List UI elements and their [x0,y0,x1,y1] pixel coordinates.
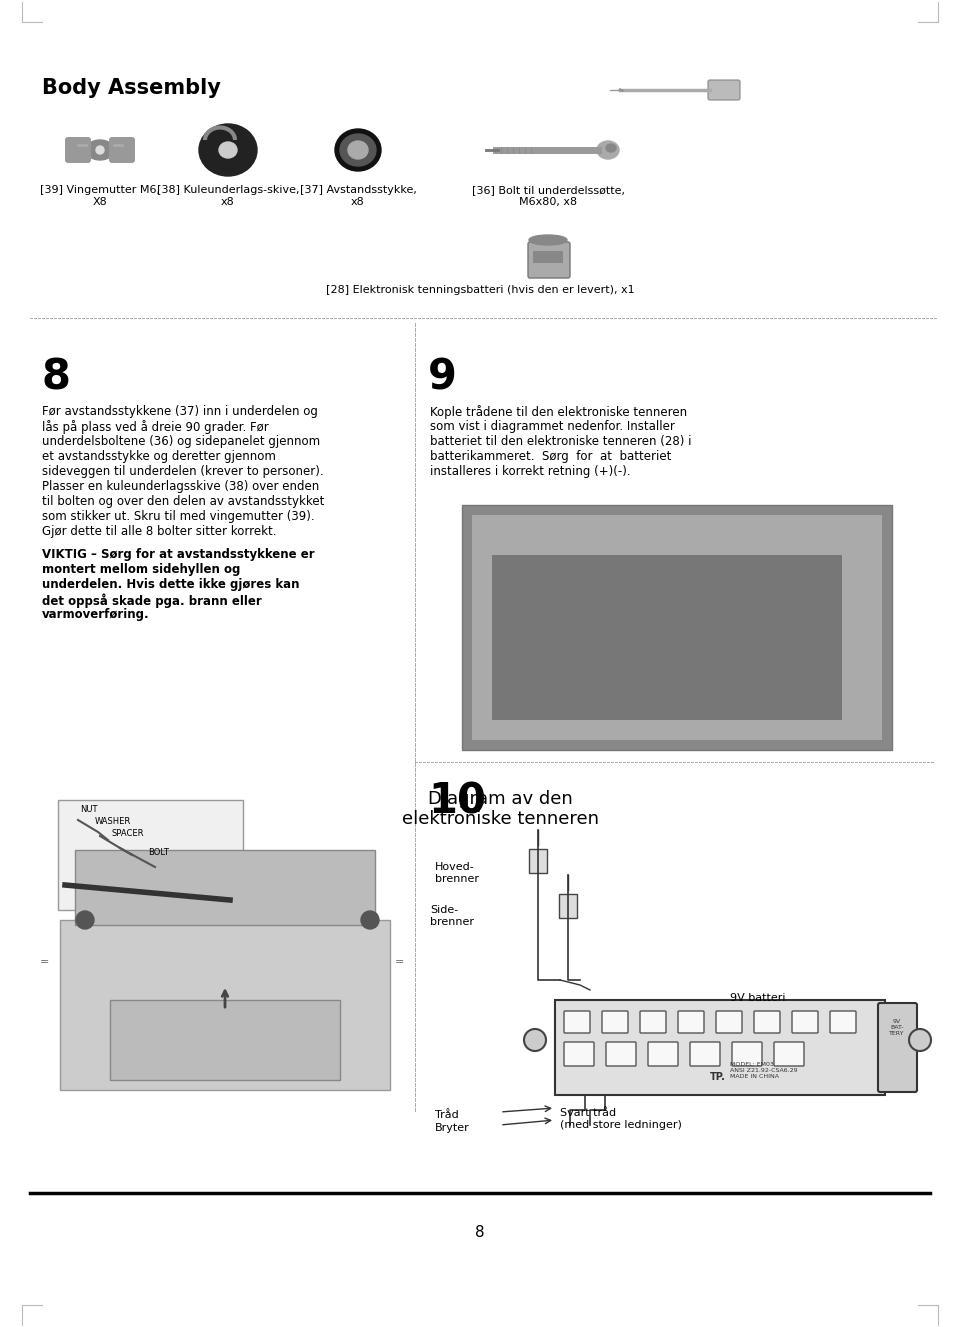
Text: WASHER: WASHER [95,817,132,825]
FancyBboxPatch shape [648,1042,678,1066]
Text: varmoverføring.: varmoverføring. [42,608,150,621]
Ellipse shape [909,1028,931,1051]
Text: elektroniske tenneren: elektroniske tenneren [401,809,598,828]
FancyBboxPatch shape [640,1011,666,1032]
Text: sideveggen til underdelen (krever to personer).: sideveggen til underdelen (krever to per… [42,464,324,478]
Ellipse shape [76,912,94,929]
Text: Hoved-
brenner: Hoved- brenner [435,863,479,884]
FancyBboxPatch shape [528,242,570,277]
FancyBboxPatch shape [678,1011,704,1032]
FancyBboxPatch shape [529,849,547,873]
Text: installeres i korrekt retning (+)(-).: installeres i korrekt retning (+)(-). [430,464,631,478]
FancyBboxPatch shape [708,80,740,100]
Ellipse shape [86,141,114,161]
Text: Body Assembly: Body Assembly [42,78,221,98]
Text: 8: 8 [42,356,71,398]
Text: lås på plass ved å dreie 90 grader. Før: lås på plass ved å dreie 90 grader. Før [42,421,269,434]
Text: 9V batteri: 9V batteri [730,993,785,1003]
Text: Bryter: Bryter [435,1123,469,1133]
FancyBboxPatch shape [60,920,390,1089]
Text: 10: 10 [428,780,486,821]
Ellipse shape [606,145,616,153]
Text: [39] Vingemutter M6,
X8: [39] Vingemutter M6, X8 [40,184,160,207]
FancyBboxPatch shape [754,1011,780,1032]
Text: BOLT: BOLT [148,848,169,857]
Text: til bolten og over den delen av avstandsstykket: til bolten og over den delen av avstands… [42,495,324,508]
Text: VIKTIG – Sørg for at avstandsstykkene er: VIKTIG – Sørg for at avstandsstykkene er [42,548,315,561]
FancyBboxPatch shape [110,1001,340,1080]
FancyBboxPatch shape [690,1042,720,1066]
FancyBboxPatch shape [75,851,375,925]
Text: underdelen. Hvis dette ikke gjøres kan: underdelen. Hvis dette ikke gjøres kan [42,579,300,591]
Text: [37] Avstandsstykke,
x8: [37] Avstandsstykke, x8 [300,184,417,207]
Text: [38] Kuleunderlags-skive,
x8: [38] Kuleunderlags-skive, x8 [156,184,300,207]
Text: SPACER: SPACER [112,829,145,837]
Text: Side-
brenner: Side- brenner [430,905,474,926]
FancyBboxPatch shape [830,1011,856,1032]
Text: =: = [40,957,49,967]
Text: som stikker ut. Skru til med vingemutter (39).: som stikker ut. Skru til med vingemutter… [42,510,315,523]
Text: et avstandsstykke og deretter gjennom: et avstandsstykke og deretter gjennom [42,450,276,463]
Ellipse shape [524,1028,546,1051]
Text: Gjør dette til alle 8 bolter sitter korrekt.: Gjør dette til alle 8 bolter sitter korr… [42,525,276,537]
Text: Svart tråd
(med store ledninger): Svart tråd (med store ledninger) [560,1108,682,1129]
FancyBboxPatch shape [533,251,563,263]
Ellipse shape [199,123,257,176]
FancyBboxPatch shape [559,894,577,918]
FancyBboxPatch shape [555,1001,885,1095]
Ellipse shape [340,134,376,166]
Ellipse shape [361,912,379,929]
Text: MODEL: EM03
ANSI Z21.92-CSA6.29
MADE IN CHINA: MODEL: EM03 ANSI Z21.92-CSA6.29 MADE IN … [730,1063,798,1079]
FancyBboxPatch shape [564,1042,594,1066]
FancyBboxPatch shape [606,1042,636,1066]
Ellipse shape [529,235,567,245]
FancyBboxPatch shape [774,1042,804,1066]
Text: NUT: NUT [80,805,98,813]
FancyBboxPatch shape [492,555,842,721]
Text: montert mellom sidehyllen og: montert mellom sidehyllen og [42,563,240,576]
Text: som vist i diagrammet nedenfor. Installer: som vist i diagrammet nedenfor. Installe… [430,421,675,433]
Ellipse shape [219,142,237,158]
Text: [28] Elektronisk tenningsbatteri (hvis den er levert), x1: [28] Elektronisk tenningsbatteri (hvis d… [325,285,635,295]
Text: 9: 9 [428,356,457,398]
Text: Diagram av den: Diagram av den [427,790,572,808]
Ellipse shape [335,129,381,171]
Text: =: = [395,957,404,967]
FancyBboxPatch shape [792,1011,818,1032]
Ellipse shape [96,146,104,154]
Text: Kople trådene til den elektroniske tenneren: Kople trådene til den elektroniske tenne… [430,405,687,419]
Text: 8: 8 [475,1225,485,1239]
Text: [36] Bolt til underdelssøtte,
M6x80, x8: [36] Bolt til underdelssøtte, M6x80, x8 [471,184,625,207]
Text: batterikammeret.  Sørg  for  at  batteriet: batterikammeret. Sørg for at batteriet [430,450,671,463]
Text: 9V
BAT-
TERY: 9V BAT- TERY [889,1019,904,1036]
FancyBboxPatch shape [602,1011,628,1032]
Text: batteriet til den elektroniske tenneren (28) i: batteriet til den elektroniske tenneren … [430,435,691,449]
Text: det oppså skade pga. brann eller: det oppså skade pga. brann eller [42,593,262,608]
FancyBboxPatch shape [732,1042,762,1066]
Ellipse shape [348,141,368,159]
Text: Plasser en kuleunderlagsskive (38) over enden: Plasser en kuleunderlagsskive (38) over … [42,480,320,494]
FancyBboxPatch shape [716,1011,742,1032]
Text: underdelsboltene (36) og sidepanelet gjennom: underdelsboltene (36) og sidepanelet gje… [42,435,320,449]
FancyBboxPatch shape [472,515,882,740]
Text: Før avstandsstykkene (37) inn i underdelen og: Før avstandsstykkene (37) inn i underdel… [42,405,318,418]
FancyBboxPatch shape [564,1011,590,1032]
Ellipse shape [597,141,619,159]
FancyBboxPatch shape [878,1003,917,1092]
Text: Tråd: Tråd [435,1109,459,1120]
Text: TP.: TP. [710,1072,726,1082]
FancyBboxPatch shape [58,800,243,910]
FancyBboxPatch shape [462,506,892,750]
FancyBboxPatch shape [109,137,135,163]
FancyBboxPatch shape [65,137,91,163]
